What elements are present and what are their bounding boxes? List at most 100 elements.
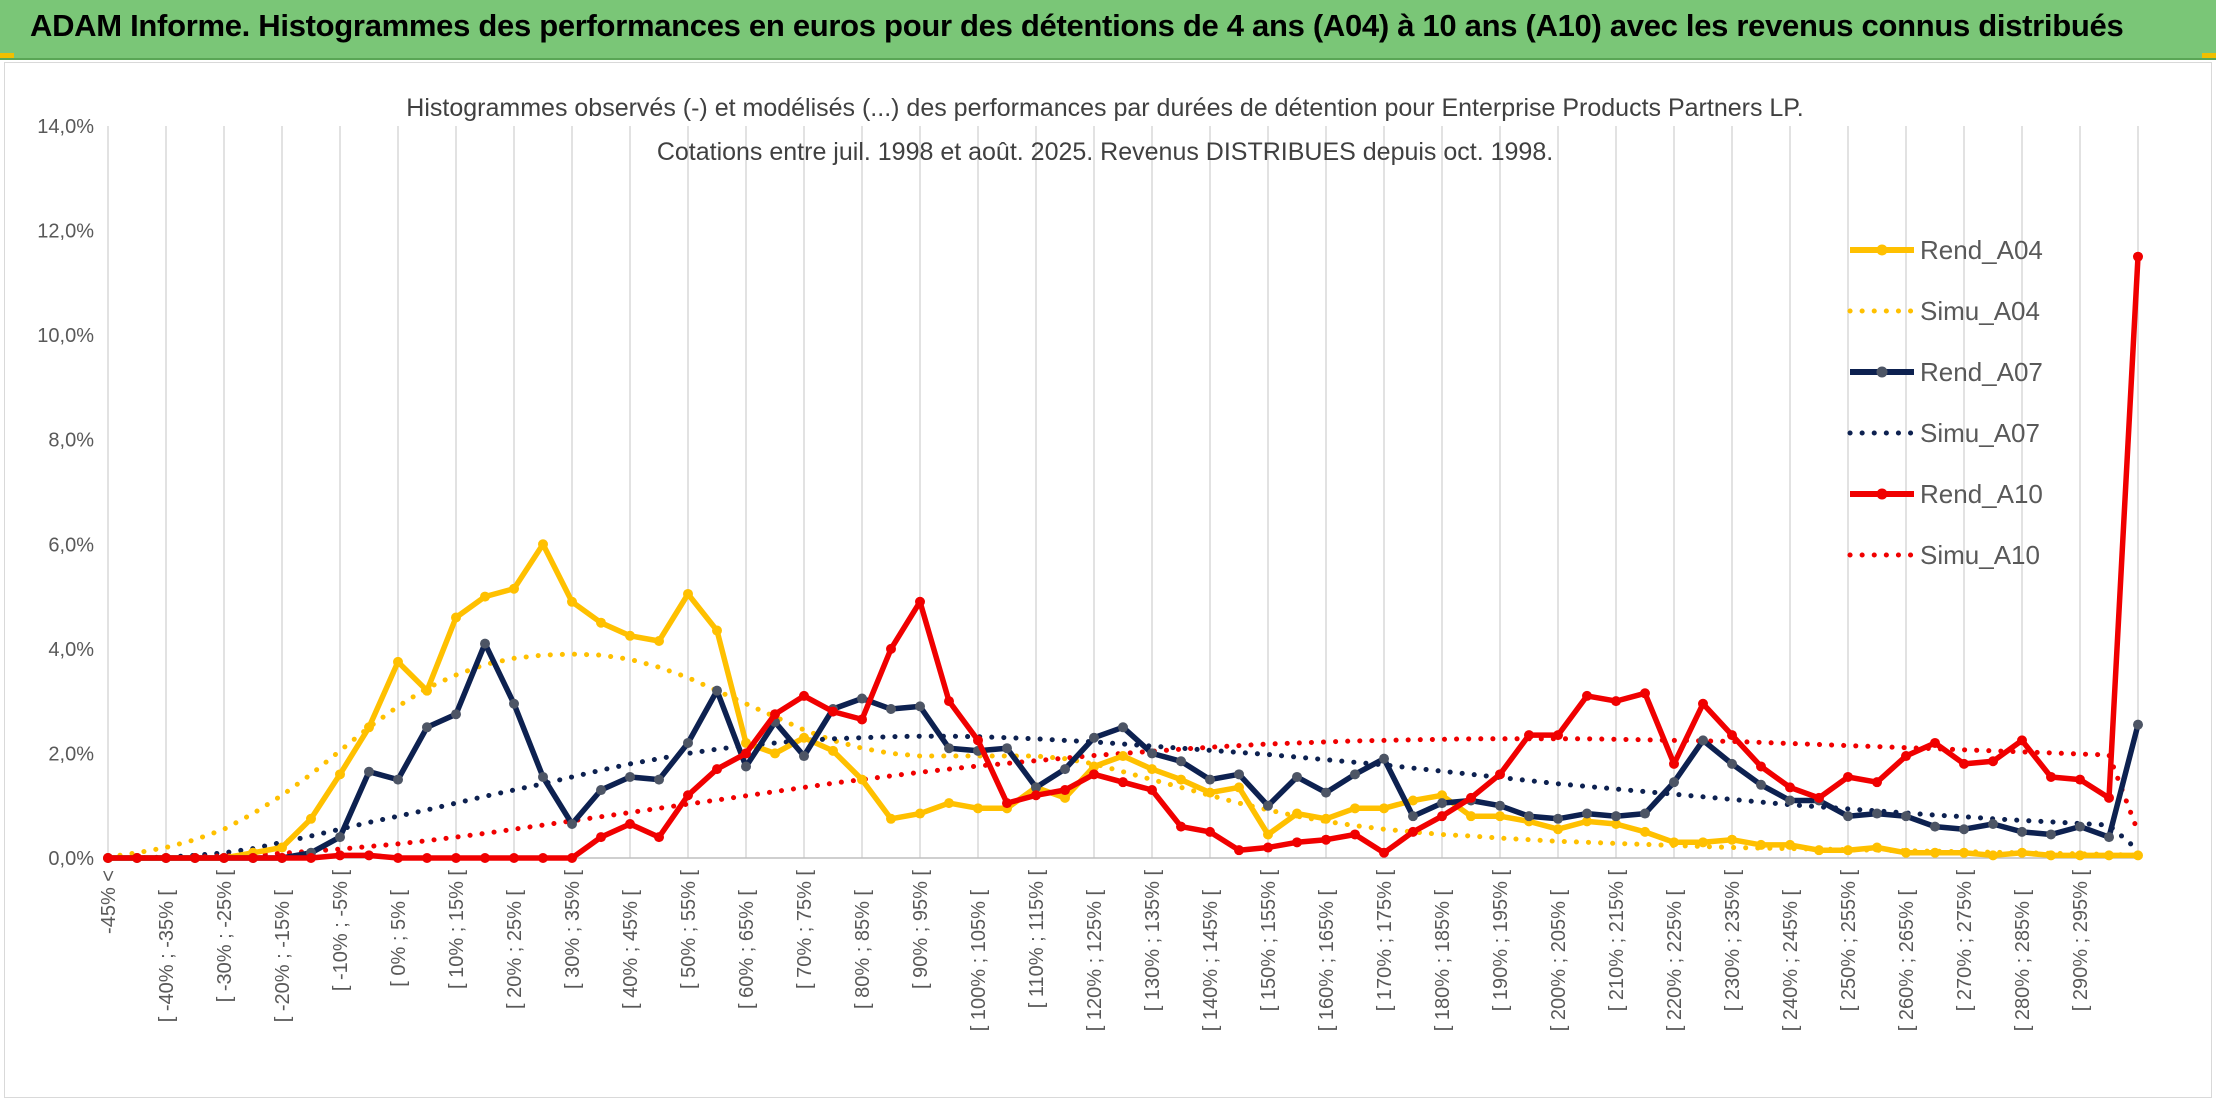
legend-label: Simu_A04: [1920, 296, 2040, 326]
data-point: [248, 853, 258, 863]
data-point: [422, 853, 432, 863]
legend-marker: [1876, 244, 1888, 256]
data-point: [1640, 808, 1650, 819]
data-point: [451, 853, 461, 863]
data-point: [1524, 811, 1534, 822]
data-point: [1582, 690, 1592, 701]
data-point: [1263, 842, 1273, 853]
series-Simu_A10: [105, 736, 2141, 861]
data-point: [1205, 826, 1215, 837]
data-point: [1466, 811, 1476, 822]
x-tick-label: [ 130% ; 135% [: [1142, 870, 1164, 1012]
data-point: [1089, 761, 1099, 772]
data-point: [1582, 816, 1592, 827]
data-point: [654, 832, 664, 843]
x-tick-label: [ 0% ; 5% [: [388, 890, 410, 987]
series-line: [105, 651, 2141, 860]
data-point: [1524, 730, 1534, 741]
y-tick-label: 14,0%: [37, 116, 94, 138]
data-point: [1785, 782, 1795, 793]
y-tick-label: 12,0%: [37, 221, 94, 243]
x-tick-label: [ 190% ; 195% [: [1490, 870, 1512, 1012]
data-point: [1727, 834, 1737, 845]
data-point: [422, 722, 432, 733]
x-tick-label: [ 140% ; 145% [: [1200, 890, 1222, 1032]
y-tick-label: 0,0%: [48, 848, 94, 870]
data-point: [1292, 771, 1302, 782]
data-point: [1495, 769, 1505, 780]
data-point: [973, 803, 983, 814]
data-point: [277, 853, 287, 863]
data-point: [596, 832, 606, 843]
data-point: [799, 751, 809, 762]
data-point: [1901, 811, 1911, 822]
data-point: [1756, 839, 1766, 850]
data-point: [1814, 792, 1824, 803]
x-tick-label: [ -20% ; -15% [: [272, 890, 294, 1023]
x-tick-label: [ 30% ; 35% [: [562, 870, 584, 989]
data-point: [1234, 845, 1244, 856]
data-point: [712, 625, 722, 636]
header-banner: ADAM Informe. Histogrammes des performan…: [0, 0, 2216, 60]
data-point: [1785, 795, 1795, 806]
data-point: [1843, 845, 1853, 856]
data-point: [1147, 785, 1157, 796]
x-tick-label: -45% <: [98, 870, 120, 934]
data-point: [219, 853, 229, 863]
data-point: [799, 732, 809, 743]
x-tick-label: [ 40% ; 45% [: [620, 890, 642, 1009]
x-tick-label: [ 220% ; 225% [: [1664, 890, 1686, 1032]
legend-label: Rend_A07: [1920, 357, 2043, 387]
data-point: [509, 698, 519, 709]
data-point: [1727, 758, 1737, 769]
data-point: [1785, 839, 1795, 850]
x-tick-label: [ 200% ; 205% [: [1548, 890, 1570, 1032]
data-point: [1553, 824, 1563, 835]
data-point: [1089, 769, 1099, 780]
x-tick-label: [ 60% ; 65% [: [736, 890, 758, 1009]
data-point: [567, 819, 577, 830]
grid-lines: [107, 126, 2139, 859]
x-tick-label: [ -10% ; -5% [: [330, 870, 352, 992]
data-point: [1843, 811, 1853, 822]
legend: Rend_A04 Simu_A04 Rend_A07 Simu_A07 Rend_A10…: [1847, 235, 2043, 570]
legend-label: Rend_A04: [1920, 235, 2043, 265]
data-point: [1814, 845, 1824, 856]
data-point: [1495, 800, 1505, 811]
data-point: [2104, 850, 2114, 861]
data-point: [480, 591, 490, 602]
data-point: [1060, 764, 1070, 775]
data-point: [1118, 722, 1128, 733]
y-axis-ticks: 0,0% 2,0% 4,0% 6,0% 8,0% 10,0% 12,0% 14,0%: [37, 116, 94, 870]
data-point: [509, 853, 519, 863]
legend-marker: [1876, 366, 1888, 378]
data-point: [741, 748, 751, 759]
series-Rend_A10: [103, 251, 2143, 863]
data-point: [2133, 850, 2143, 861]
chart-title: Histogrammes observés (-) et modélisés (…: [406, 94, 1803, 122]
x-tick-label: [ 110% ; 115% [: [1026, 870, 1048, 1009]
data-point: [1988, 819, 1998, 830]
x-tick-label: [ 100% ; 105% [: [968, 890, 990, 1032]
data-point: [1031, 782, 1041, 793]
data-point: [2075, 821, 2085, 832]
data-point: [1292, 837, 1302, 848]
data-point: [1234, 769, 1244, 780]
x-tick-label: [ 230% ; 235% [: [1722, 870, 1744, 1012]
data-point: [509, 583, 519, 594]
data-point: [306, 853, 316, 863]
data-point: [625, 771, 635, 782]
data-point: [1988, 850, 1998, 861]
data-point: [1321, 813, 1331, 824]
data-point: [103, 853, 113, 863]
data-point: [1495, 811, 1505, 822]
x-tick-label: [ 80% ; 85% [: [852, 890, 874, 1009]
chart-frame: [4, 62, 2212, 1098]
x-tick-label: [ 270% ; 275% [: [1954, 870, 1976, 1012]
data-point: [2017, 826, 2027, 837]
data-point: [596, 785, 606, 796]
data-point: [1379, 847, 1389, 858]
data-point: [1031, 790, 1041, 801]
data-point: [1959, 758, 1969, 769]
x-tick-label: [ 280% ; 285% [: [2012, 890, 2034, 1032]
